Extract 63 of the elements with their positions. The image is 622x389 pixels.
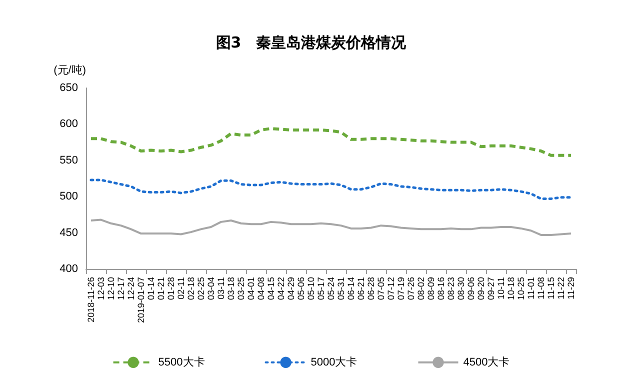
x-tick-label: 08-02	[416, 277, 426, 300]
x-tick-label: 04-01	[246, 277, 256, 300]
x-tick-label: 11-15	[546, 277, 556, 300]
x-tick-label: 10-18	[506, 277, 516, 300]
x-tick-label: 12-17	[116, 277, 126, 300]
x-tick-label: 11-08	[536, 277, 546, 300]
x-tick-label: 03-04	[206, 277, 216, 300]
x-tick-label: 10-11	[496, 277, 506, 300]
y-tick-label: 500	[60, 190, 78, 203]
x-tick-label: 05-06	[296, 277, 306, 300]
y-tick-label: 400	[60, 263, 78, 275]
x-tick-label: 06-21	[356, 277, 366, 300]
x-tick-label: 05-10	[306, 277, 316, 300]
legend-label: 5500大卡	[158, 355, 205, 368]
x-tick-label: 09-27	[486, 277, 496, 300]
x-tick-label: 10-25	[516, 277, 526, 300]
x-tick-label: 2019-01-07	[136, 277, 146, 324]
x-tick-label: 07-26	[406, 277, 416, 300]
legend-label: 4500大卡	[463, 355, 510, 368]
x-tick-label: 07-12	[386, 277, 396, 300]
x-tick-label: 03-25	[236, 277, 246, 300]
x-tick-label: 04-22	[276, 277, 286, 300]
x-tick-label: 03-18	[226, 277, 236, 300]
line-series	[90, 218, 572, 236]
x-tick-label: 05-31	[336, 277, 346, 300]
x-tick-label: 04-15	[266, 277, 276, 300]
x-tick-label: 12-24	[126, 277, 136, 300]
x-tick-label: 02-18	[186, 277, 196, 300]
x-tick-label: 11-01	[526, 277, 536, 300]
x-tick-label: 11-29	[566, 277, 576, 300]
y-axis-title: (元/吨)	[54, 64, 86, 76]
y-tick-label: 550	[60, 154, 78, 166]
x-tick-label: 02-25	[196, 277, 206, 300]
x-tick-label: 02-11	[176, 277, 186, 300]
x-tick-label: 11-22	[556, 277, 566, 300]
x-tick-label: 01-21	[156, 277, 166, 300]
legend-label: 5000大卡	[310, 355, 358, 368]
x-tick-label: 01-14	[146, 277, 156, 300]
x-tick-label: 04-29	[286, 277, 296, 300]
x-tick-label: 08-30	[456, 277, 466, 300]
x-tick-label: 12-03	[96, 277, 106, 300]
x-tick-label: 01-28	[166, 277, 176, 300]
x-tick-label: 08-09	[426, 277, 436, 300]
x-tick-label: 08-23	[446, 277, 456, 300]
x-tick-label: 09-06	[466, 277, 476, 300]
x-tick-label: 03-11	[216, 277, 226, 300]
x-tick-label: 05-17	[316, 277, 326, 300]
y-tick-label: 650	[60, 82, 78, 94]
x-tick-label: 05-24	[326, 277, 336, 300]
x-tick-label: 2018-11-26	[86, 277, 96, 322]
chart-title: 图3 秦皇岛港煤炭价格情况	[216, 34, 408, 52]
x-tick-label: 07-05	[376, 277, 386, 300]
x-tick-label: 06-14	[346, 277, 356, 300]
x-tick-label: 07-19	[396, 277, 406, 300]
line-series	[90, 127, 572, 157]
y-tick-label: 600	[60, 118, 78, 130]
y-tick-label: 450	[60, 226, 78, 239]
line-series	[90, 178, 572, 200]
x-tick-label: 06-28	[366, 277, 376, 300]
x-tick-label: 08-16	[436, 277, 446, 300]
x-tick-label: 04-08	[256, 277, 266, 300]
x-tick-label: 12-10	[106, 277, 116, 300]
x-tick-label: 09-20	[476, 277, 486, 300]
